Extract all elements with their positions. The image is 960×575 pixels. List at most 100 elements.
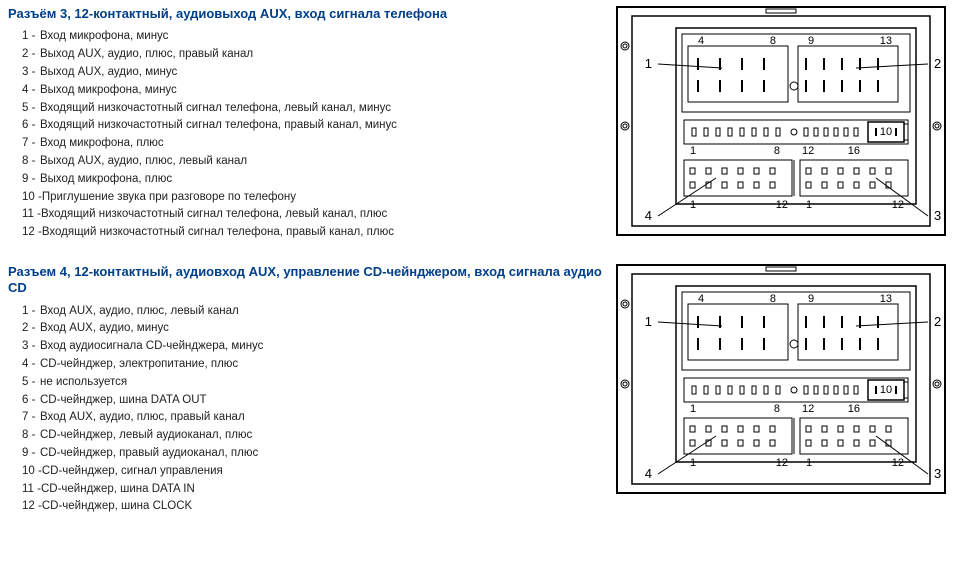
pin-item: 2 - Вход AUX, аудио, минус	[22, 320, 608, 338]
connector-diagram-1: 48913181216101121121234	[616, 6, 946, 241]
pin-description: Вход AUX, аудио, плюс, левый канал	[40, 305, 239, 317]
pin-description: Вход аудиосигнала CD-чейнджера, минус	[40, 340, 263, 352]
svg-text:3: 3	[934, 466, 941, 481]
pin-number: 5 -	[22, 100, 40, 118]
pin-number: 2 -	[22, 320, 40, 338]
pin-description: Выход микрофона, минус	[40, 84, 177, 96]
pin-item: 7 - Вход микрофона, плюс	[22, 135, 608, 153]
pin-number: 11 -	[22, 206, 41, 224]
pin-number: 4 -	[22, 82, 40, 100]
pin-number: 8 -	[22, 427, 40, 445]
svg-text:1: 1	[690, 403, 696, 415]
pin-item: 6 - Входящий низкочастотный сигнал телеф…	[22, 117, 608, 135]
section-2-list: 1 - Вход AUX, аудио, плюс, левый канал2 …	[8, 303, 608, 517]
svg-text:10: 10	[880, 384, 892, 396]
section-1-text: Разъём 3, 12-контактный, аудиовыход AUX,…	[8, 6, 608, 242]
pin-number: 10 -	[22, 189, 42, 207]
svg-text:4: 4	[698, 293, 704, 305]
pin-item: 7 - Вход AUX, аудио, плюс, правый канал	[22, 409, 608, 427]
pin-description: Выход микрофона, плюс	[40, 173, 172, 185]
pin-item: 1 - Вход AUX, аудио, плюс, левый канал	[22, 303, 608, 321]
pin-number: 12 -	[22, 224, 42, 242]
svg-text:12: 12	[776, 199, 788, 211]
section-1: Разъём 3, 12-контактный, аудиовыход AUX,…	[8, 6, 952, 242]
svg-text:8: 8	[774, 403, 780, 415]
svg-text:9: 9	[808, 293, 814, 305]
pin-number: 7 -	[22, 409, 40, 427]
pin-description: Выход AUX, аудио, минус	[40, 66, 177, 78]
pin-description: CD-чейнджер, шина CLOCK	[42, 500, 192, 512]
pin-description: CD-чейнджер, электропитание, плюс	[40, 358, 238, 370]
pin-number: 3 -	[22, 64, 40, 82]
svg-text:1: 1	[645, 56, 652, 71]
pin-number: 6 -	[22, 392, 40, 410]
svg-text:12: 12	[802, 403, 814, 415]
svg-text:4: 4	[698, 35, 704, 47]
svg-text:3: 3	[934, 208, 941, 223]
pin-item: 5 - не используется	[22, 374, 608, 392]
svg-text:1: 1	[645, 314, 652, 329]
pin-description: Вход AUX, аудио, минус	[40, 322, 169, 334]
svg-text:1: 1	[690, 199, 696, 211]
pin-number: 1 -	[22, 303, 40, 321]
pin-item: 2 - Выход AUX, аудио, плюс, правый канал	[22, 46, 608, 64]
svg-text:4: 4	[645, 208, 652, 223]
svg-text:13: 13	[880, 35, 892, 47]
pin-description: Выход AUX, аудио, плюс, левый канал	[40, 155, 247, 167]
svg-text:13: 13	[880, 293, 892, 305]
pin-item: 5 - Входящий низкочастотный сигнал телеф…	[22, 100, 608, 118]
svg-text:1: 1	[806, 199, 812, 211]
pin-description: CD-чейнджер, правый аудиоканал, плюс	[40, 447, 258, 459]
section-2-heading: Разъем 4, 12-контактный, аудиовход AUX, …	[8, 264, 608, 297]
pin-description: Выход AUX, аудио, плюс, правый канал	[40, 48, 253, 60]
pin-description: не используется	[40, 376, 127, 388]
pin-description: CD-чейнджер, шина DATA OUT	[40, 394, 207, 406]
svg-text:16: 16	[848, 403, 860, 415]
pin-number: 10 -	[22, 463, 42, 481]
section-1-heading: Разъём 3, 12-контактный, аудиовыход AUX,…	[8, 6, 608, 22]
svg-text:12: 12	[892, 199, 904, 211]
section-2-text: Разъем 4, 12-контактный, аудиовход AUX, …	[8, 264, 608, 516]
pin-number: 12 -	[22, 498, 42, 516]
pin-item: 3 - Вход аудиосигнала CD-чейнджера, мину…	[22, 338, 608, 356]
pin-number: 8 -	[22, 153, 40, 171]
pin-number: 4 -	[22, 356, 40, 374]
pin-description: Вход микрофона, минус	[40, 30, 168, 42]
pin-description: CD-чейнджер, левый аудиоканал, плюс	[40, 429, 252, 441]
section-1-list: 1 - Вход микрофона, минус2 - Выход AUX, …	[8, 28, 608, 242]
pin-number: 7 -	[22, 135, 40, 153]
pin-item: 12 - Входящий низкочастотный сигнал теле…	[22, 224, 608, 242]
svg-text:12: 12	[802, 145, 814, 157]
pin-item: 9 - Выход микрофона, плюс	[22, 171, 608, 189]
pin-item: 10 - CD-чейнджер, сигнал управления	[22, 463, 608, 481]
svg-text:9: 9	[808, 35, 814, 47]
pin-number: 2 -	[22, 46, 40, 64]
svg-text:12: 12	[892, 457, 904, 469]
pin-number: 3 -	[22, 338, 40, 356]
pin-item: 11 - Входящий низкочастотный сигнал теле…	[22, 206, 608, 224]
pin-description: Входящий низкочастотный сигнал телефона,…	[40, 102, 391, 114]
pin-item: 4 - Выход микрофона, минус	[22, 82, 608, 100]
pin-item: 8 - CD-чейнджер, левый аудиоканал, плюс	[22, 427, 608, 445]
svg-text:4: 4	[645, 466, 652, 481]
pin-description: Вход AUX, аудио, плюс, правый канал	[40, 411, 245, 423]
svg-text:16: 16	[848, 145, 860, 157]
svg-text:2: 2	[934, 314, 941, 329]
svg-text:10: 10	[880, 126, 892, 138]
pin-description: Приглушение звука при разговоре по телеф…	[42, 191, 296, 203]
pin-description: Входящий низкочастотный сигнал телефона,…	[42, 226, 394, 238]
svg-text:8: 8	[770, 293, 776, 305]
svg-text:12: 12	[776, 457, 788, 469]
pin-item: 11 - CD-чейнджер, шина DATA IN	[22, 481, 608, 499]
section-2: Разъем 4, 12-контактный, аудиовход AUX, …	[8, 264, 952, 516]
pin-item: 1 - Вход микрофона, минус	[22, 28, 608, 46]
pin-item: 12 - CD-чейнджер, шина CLOCK	[22, 498, 608, 516]
pin-description: CD-чейнджер, шина DATA IN	[41, 483, 195, 495]
section-2-diagram-wrap: 48913181216101121121234	[608, 264, 952, 499]
pin-number: 9 -	[22, 171, 40, 189]
pin-item: 3 - Выход AUX, аудио, минус	[22, 64, 608, 82]
svg-text:1: 1	[690, 457, 696, 469]
pin-item: 6 - CD-чейнджер, шина DATA OUT	[22, 392, 608, 410]
pin-description: Входящий низкочастотный сигнал телефона,…	[40, 119, 397, 131]
svg-text:2: 2	[934, 56, 941, 71]
